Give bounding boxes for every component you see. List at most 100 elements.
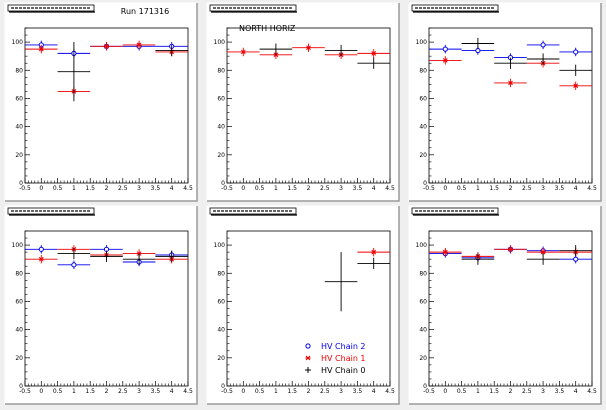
x-tick-label: 3.5	[555, 185, 565, 192]
x-tick-label: 4	[574, 185, 578, 192]
x-tick-label: 1	[274, 185, 278, 192]
y-tick-label: 80	[15, 67, 23, 74]
x-tick-label: 2.5	[320, 388, 330, 395]
plot-frame	[226, 27, 391, 184]
x-tick-label: 2.5	[522, 388, 532, 395]
x-tick-label: 3	[137, 185, 141, 192]
data-point	[357, 247, 390, 257]
pad-border-dark	[409, 206, 602, 405]
x-tick-label: 1.5	[287, 388, 297, 395]
x-tick-label: 3.5	[151, 388, 161, 395]
data-point	[494, 245, 527, 254]
x-tick-label: 4.5	[587, 388, 597, 395]
run-label: Run 171316	[121, 7, 169, 16]
y-tick-label: 60	[15, 95, 23, 102]
data-point	[25, 44, 58, 54]
data-point	[357, 257, 390, 270]
data-point	[25, 254, 58, 264]
y-tick-label: 40	[419, 124, 427, 131]
pad-border-dark	[5, 206, 198, 405]
circle-marker	[442, 46, 448, 52]
x-tick-label: 4.5	[183, 185, 193, 192]
x-tick-label: 0.5	[255, 388, 265, 395]
x-tick-label: 3	[541, 388, 545, 395]
y-tick-label: 0	[19, 180, 23, 187]
circle-marker	[540, 42, 546, 48]
x-tick-label: 4	[170, 388, 174, 395]
y-tick-label: 0	[423, 180, 427, 187]
pad-2: -0.5 0 0.5 1 1.5 2 2.5 3 3.5 4 4.5020406080100NORT…	[206, 2, 400, 202]
y-tick-label: 40	[15, 124, 23, 131]
x-tick-label: 3	[339, 185, 343, 192]
data-point	[429, 56, 462, 65]
x-tick-label: 0.5	[255, 185, 265, 192]
y-tick-label: 80	[217, 67, 225, 74]
y-tick-label: 80	[217, 270, 225, 277]
pad-border-dark	[409, 3, 602, 202]
x-tick-label: 4	[372, 388, 376, 395]
x-tick-label: 2	[307, 388, 311, 395]
x-tick-label: 1.5	[85, 388, 95, 395]
data-point	[292, 43, 325, 52]
x-tick-label: 2.5	[522, 185, 532, 192]
x-tick-label: 2	[105, 185, 109, 192]
x-tick-label: 1	[476, 388, 480, 395]
x-tick-label: 1.5	[287, 185, 297, 192]
circle-marker	[573, 49, 579, 55]
data-point	[357, 49, 390, 58]
y-tick-label: 100	[12, 39, 24, 46]
pad-border-light	[408, 2, 601, 201]
data-point	[559, 81, 592, 90]
data-point	[90, 250, 123, 262]
x-tick-label: 4.5	[385, 388, 395, 395]
x-tick-label: 2.5	[320, 185, 330, 192]
data-point	[494, 78, 527, 88]
y-tick-label: 0	[423, 383, 427, 390]
x-tick-label: 0.5	[53, 388, 63, 395]
pad-border-light	[4, 205, 197, 404]
y-tick-label: 60	[217, 95, 225, 102]
legend-label: HV Chain 2	[321, 342, 366, 351]
circle-marker	[71, 262, 77, 268]
x-tick-label: 0	[241, 388, 245, 395]
y-tick-label: 20	[217, 152, 225, 159]
data-point	[122, 253, 156, 265]
plot-frame	[226, 230, 391, 387]
y-tick-label: 80	[15, 270, 23, 277]
y-tick-label: 80	[419, 270, 427, 277]
x-tick-label: 0.5	[457, 185, 467, 192]
data-point	[559, 254, 592, 264]
x-tick-label: 3.5	[353, 388, 363, 395]
pad-border-dark	[207, 206, 400, 405]
x-tick-label: -0.5	[423, 185, 435, 192]
y-tick-label: 20	[15, 355, 23, 362]
data-point	[324, 44, 358, 57]
x-tick-label: 0.5	[53, 185, 63, 192]
x-tick-label: 1.5	[489, 185, 499, 192]
y-tick-label: 40	[217, 124, 225, 131]
x-tick-label: 0	[443, 185, 447, 192]
x-tick-label: 4.5	[587, 185, 597, 192]
circle-marker	[573, 256, 579, 262]
x-tick-label: -0.5	[221, 388, 233, 395]
data-point	[526, 247, 560, 257]
y-tick-label: 0	[221, 383, 225, 390]
x-tick-label: 2	[509, 388, 513, 395]
legend: HV Chain 2 HV Chain 1 HV Chain 0	[305, 342, 366, 375]
data-point	[526, 53, 560, 65]
plot-frame	[428, 27, 593, 184]
data-point	[324, 252, 358, 312]
x-tick-label: 1	[476, 185, 480, 192]
circle-marker	[38, 246, 44, 252]
y-tick-label: 100	[416, 242, 428, 249]
x-tick-label: 0	[443, 388, 447, 395]
data-point	[526, 253, 560, 265]
x-tick-label: 4.5	[385, 185, 395, 192]
x-tick-label: 1.5	[85, 185, 95, 192]
pad-border-light	[4, 2, 197, 201]
x-tick-label: 4	[372, 185, 376, 192]
